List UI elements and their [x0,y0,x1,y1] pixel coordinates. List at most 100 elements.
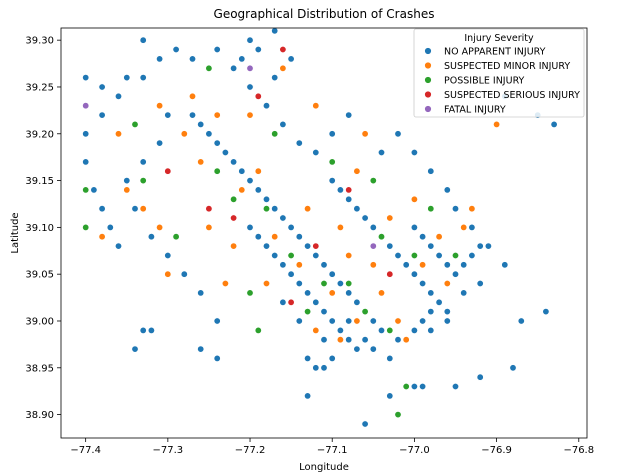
y-tick-label: 39.00 [25,316,54,327]
crash-point [410,195,418,203]
crash-point [189,92,197,100]
crash-point [189,111,197,119]
crash-point [328,289,336,297]
crash-point [377,233,385,241]
crash-point [460,289,468,297]
crash-point [123,177,131,185]
crash-point [82,102,90,110]
crash-point [246,177,254,185]
crash-point [246,36,254,44]
crash-point [410,382,418,390]
crash-point [98,83,106,91]
crash-point [131,345,139,353]
crash-point [369,345,377,353]
crash-point [353,298,361,306]
crash-point [246,289,254,297]
crash-point [443,261,451,269]
crash-point [443,186,451,194]
crash-point [345,317,353,325]
y-tick-label: 38.90 [25,410,54,421]
legend-label: SUSPECTED SERIOUS INJURY [444,90,580,101]
crash-point [123,74,131,82]
legend-marker [424,47,432,55]
crash-point [279,120,287,128]
crash-point [197,345,205,353]
crash-point [279,64,287,72]
crash-point [394,317,402,325]
crash-point [287,55,295,63]
crash-point [377,289,385,297]
crash-point [295,279,303,287]
crash-point [394,411,402,419]
x-tick-label: −77.1 [317,445,348,456]
crash-point [115,130,123,138]
crash-point [156,102,164,110]
crash-point [460,223,468,231]
crash-point [361,214,369,222]
crash-point [304,242,312,250]
crash-point [213,111,221,119]
crash-point [443,279,451,287]
crash-point [493,120,501,128]
crash-point [328,317,336,325]
crash-point [361,308,369,316]
crash-point [386,326,394,334]
crash-point [427,289,435,297]
crash-point [312,102,320,110]
points-layer [82,27,558,428]
x-tick-label: −77.0 [399,445,430,456]
crash-point [246,64,254,72]
crash-point [336,223,344,231]
crash-point [460,261,468,269]
crash-point [361,336,369,344]
crash-point [271,74,279,82]
crash-point [189,55,197,63]
crash-point [402,336,410,344]
legend-label: SUSPECTED MINOR INJURY [444,61,570,72]
crash-point [271,233,279,241]
crash-point [287,223,295,231]
y-tick-label: 39.20 [25,129,54,140]
crash-point [386,270,394,278]
x-tick-label: −77.2 [235,445,266,456]
crash-point [295,233,303,241]
crash-point [345,252,353,260]
legend-title: Injury Severity [464,33,534,44]
y-tick-label: 39.10 [25,223,54,234]
crash-point [180,270,188,278]
crash-point [386,392,394,400]
crash-point [230,214,238,222]
crash-point [156,139,164,147]
crash-point [197,158,205,166]
crash-point [312,242,320,250]
crash-point [254,186,262,194]
crash-point [320,279,328,287]
crash-point [435,233,443,241]
crash-point [312,252,320,260]
crash-point [386,354,394,362]
crash-point [180,130,188,138]
crash-point [476,242,484,250]
crash-point [238,167,246,175]
crash-point [435,252,443,260]
crash-point [82,186,90,194]
crash-point [410,326,418,334]
crash-point [336,186,344,194]
crash-point [353,167,361,175]
crash-point [369,223,377,231]
crash-point [82,74,90,82]
crash-point [312,298,320,306]
crash-point [394,130,402,138]
crash-point [369,261,377,269]
crash-point [123,186,131,194]
crash-point [98,111,106,119]
crash-point [304,392,312,400]
crash-point [443,317,451,325]
crash-point [287,298,295,306]
crash-point [295,317,303,325]
crash-point [369,242,377,250]
crash-point [410,270,418,278]
crash-point [386,214,394,222]
legend-label: POSSIBLE INJURY [444,76,525,87]
